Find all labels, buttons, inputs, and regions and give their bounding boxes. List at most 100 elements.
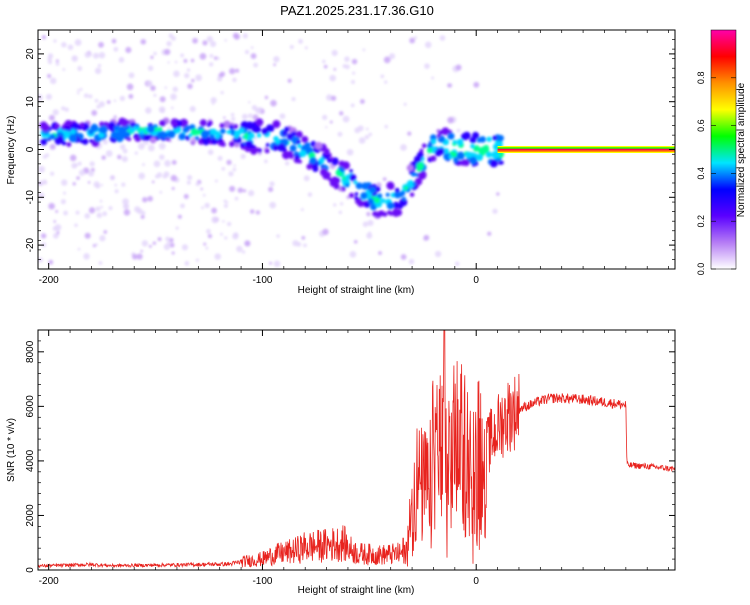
spectrogram-noise-blob xyxy=(408,258,415,265)
spectrogram-noise-blob xyxy=(53,232,59,239)
spectrogram-noise-blob xyxy=(195,181,200,187)
spectrogram-noise-blob xyxy=(119,144,126,150)
spectrogram-noise-blob xyxy=(142,197,148,203)
spectrogram-band-blob xyxy=(40,121,48,129)
spectrogram-noise-blob xyxy=(67,44,74,51)
spectrogram-noise-blob xyxy=(199,52,207,60)
spectrogram-band-blob xyxy=(331,158,339,166)
spectrogram-noise-blob xyxy=(84,213,91,219)
spectrogram-noise-blob xyxy=(61,179,68,186)
spectrogram-noise-blob xyxy=(122,198,129,205)
spectrogram-noise-blob xyxy=(114,115,117,118)
snr-y-tick-label: 2000 xyxy=(25,504,36,527)
snr-y-tick-label: 0 xyxy=(25,567,36,573)
spectrogram-band-blob xyxy=(355,182,363,190)
spectrogram-band-blob xyxy=(185,125,190,130)
spectrogram-band-blob xyxy=(411,171,416,177)
spectrogram-noise-blob xyxy=(153,93,157,97)
spectrogram-band-blob xyxy=(489,159,498,168)
spectrogram-noise-blob xyxy=(216,56,220,60)
spectrogram-noise-blob xyxy=(48,259,54,265)
spectrogram-noise-blob xyxy=(223,199,227,203)
spectrogram-noise-blob xyxy=(249,209,255,214)
spectrogram-band-blob xyxy=(234,133,239,139)
spectrogram-noise-blob xyxy=(136,253,143,260)
spectrogram-noise-blob xyxy=(338,210,343,214)
spectrogram-band-blob xyxy=(338,187,343,192)
spectrogram-noise-blob xyxy=(171,186,175,190)
spectrogram-band-blob xyxy=(167,130,176,139)
spectrogram-noise-blob xyxy=(56,231,60,235)
spectrogram-noise-blob xyxy=(158,106,166,113)
spectrogram-noise-blob xyxy=(342,115,350,123)
spectrogram-band-blob xyxy=(394,191,402,199)
spectrogram-noise-blob xyxy=(98,261,103,265)
spectrogram-noise-blob xyxy=(111,38,117,44)
steady-line-core xyxy=(497,148,675,151)
snr-series-line xyxy=(38,330,675,569)
spectrogram-noise-blob xyxy=(98,41,104,48)
spectrogram-noise-blob xyxy=(94,67,102,75)
spectrogram-y-tick-label: -10 xyxy=(25,190,36,205)
spectrogram-noise-blob xyxy=(143,140,148,145)
spectrogram-noise-blob xyxy=(147,195,153,202)
spectrogram-noise-blob xyxy=(273,63,276,67)
spectrogram-band-blob xyxy=(217,137,223,143)
spectrogram-band-blob xyxy=(159,119,166,127)
spectrogram-noise-blob xyxy=(124,203,130,209)
spectrogram-band-blob xyxy=(139,129,145,135)
spectrogram-noise-blob xyxy=(195,258,199,262)
spectrogram-noise-blob xyxy=(89,161,95,167)
spectrogram-noise-blob xyxy=(99,235,106,242)
spectrogram-noise-blob xyxy=(367,219,374,226)
spectrogram-noise-blob xyxy=(150,55,154,59)
spectrogram-noise-blob xyxy=(40,233,47,239)
spectrogram-noise-blob xyxy=(291,97,296,102)
spectrogram-noise-blob xyxy=(94,98,99,103)
spectrogram-noise-blob xyxy=(268,186,274,193)
spectrogram-noise-blob xyxy=(298,39,303,44)
spectrogram-band-blob xyxy=(463,159,470,167)
spectrogram-band-blob xyxy=(71,122,79,130)
spectrogram-band-blob xyxy=(304,142,311,148)
spectrogram-noise-blob xyxy=(98,101,105,108)
spectrogram-band-blob xyxy=(375,211,382,218)
colorbar: 0.0 0.2 0.4 0.6 0.8 Normalized spectral ampl… xyxy=(696,29,747,275)
spectrogram-band-blob xyxy=(281,130,288,136)
spectrogram-noise-blob xyxy=(170,93,177,101)
spectrogram-band-blob xyxy=(485,151,493,158)
spectrogram-noise-blob xyxy=(235,68,240,73)
spectrogram-band-blob xyxy=(147,125,155,133)
spectrogram-band-blob xyxy=(70,129,76,135)
spectrogram-band-blob xyxy=(349,169,353,173)
spectrogram-noise-blob xyxy=(492,208,498,214)
spectrogram-noise-blob xyxy=(55,210,59,213)
spectrogram-band-blob xyxy=(377,193,383,199)
spectrogram-band-blob xyxy=(329,156,334,161)
spectrogram-noise-blob xyxy=(77,247,81,251)
spectrogram-noise-blob xyxy=(329,120,333,124)
spectrogram-marks xyxy=(38,32,675,268)
spectrogram-band-blob xyxy=(264,148,270,154)
spectrogram-noise-blob xyxy=(296,241,302,247)
spectrogram-noise-blob xyxy=(74,39,82,46)
spectrogram-band-blob xyxy=(415,179,420,184)
snr-y-tick-label: 4000 xyxy=(25,449,36,472)
spectrogram-noise-blob xyxy=(106,100,111,104)
spectrogram-band-blob xyxy=(291,131,297,137)
spectrogram-noise-blob xyxy=(186,180,191,185)
spectrogram-noise-blob xyxy=(63,191,67,195)
spectrogram-noise-blob xyxy=(414,36,418,40)
spectrogram-band-blob xyxy=(447,132,455,140)
colorbar-ticks: 0.0 0.2 0.4 0.6 0.8 xyxy=(696,72,736,275)
spectrogram-band-blob xyxy=(255,147,260,153)
spectrogram-band-blob xyxy=(211,137,218,145)
spectrogram-noise-blob xyxy=(269,201,277,209)
spectrogram-noise-blob xyxy=(64,107,69,112)
spectrogram-band-blob xyxy=(272,122,277,127)
spectrogram-band-blob xyxy=(248,132,255,139)
spectrogram-noise-blob xyxy=(224,39,227,42)
spectrogram-noise-blob xyxy=(407,131,412,136)
spectrogram-noise-blob xyxy=(142,163,145,166)
